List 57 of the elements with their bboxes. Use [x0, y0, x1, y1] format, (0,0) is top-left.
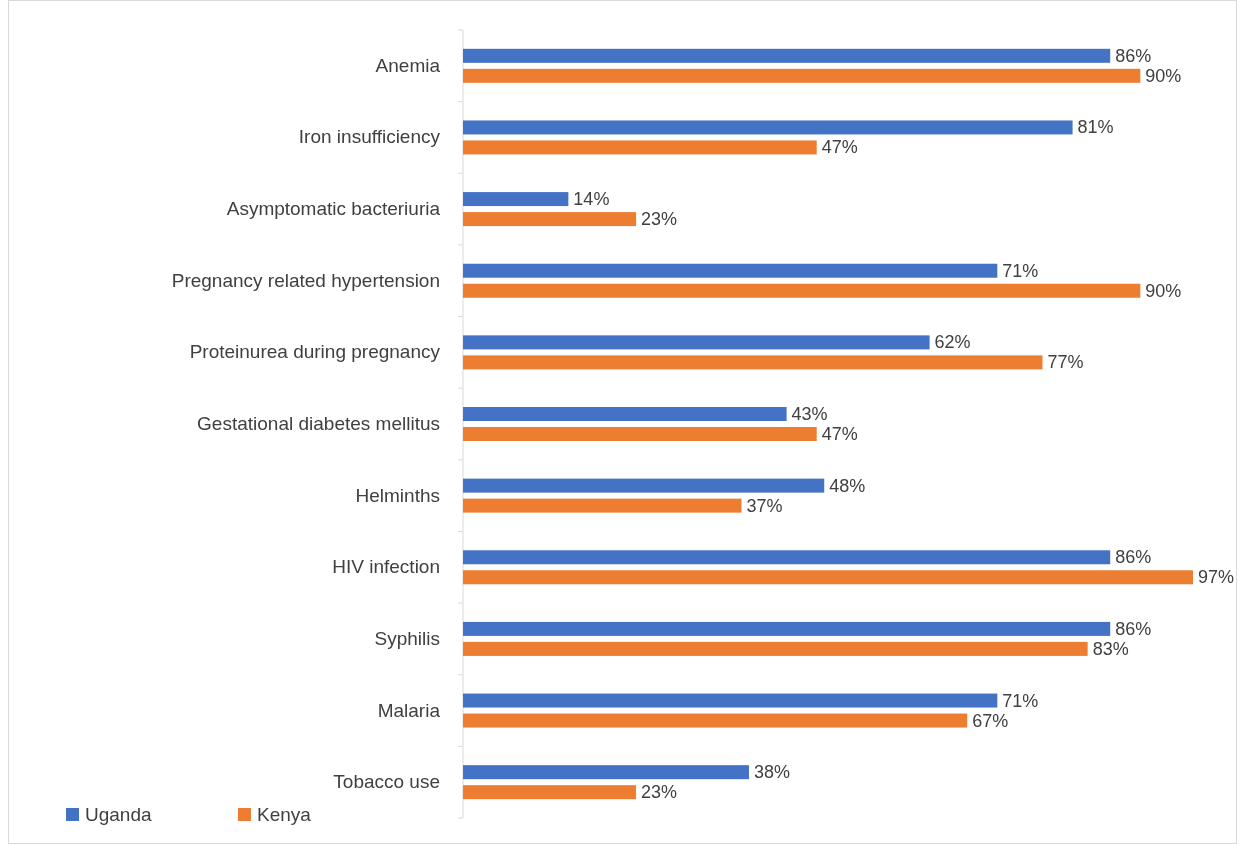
data-label: 81%: [1077, 117, 1114, 138]
legend-label: Kenya: [257, 804, 312, 825]
data-label: 23%: [641, 782, 678, 803]
y-tick-label: HIV infection: [332, 556, 440, 578]
bar: [463, 212, 637, 227]
data-label: 71%: [1002, 260, 1039, 281]
data-label: 47%: [821, 424, 858, 444]
y-tick-label: Gestational diabetes mellitus: [197, 413, 440, 434]
bar: [463, 335, 930, 350]
data-label: 62%: [934, 332, 971, 353]
bar: [463, 68, 1141, 83]
bar: [463, 570, 1193, 585]
data-label: 86%: [1115, 547, 1152, 568]
bar: [463, 621, 1111, 636]
bar: [463, 263, 998, 278]
bar: [463, 641, 1088, 656]
bar: [463, 765, 749, 780]
bar: [463, 693, 998, 708]
data-label: 90%: [1145, 280, 1182, 301]
y-tick-label: Pregnancy related hypertension: [171, 269, 440, 291]
bar: [463, 498, 742, 513]
data-label: 47%: [821, 137, 858, 158]
y-tick-label: Syphilis: [374, 627, 440, 649]
bar: [463, 407, 787, 421]
data-label: 37%: [746, 495, 783, 516]
y-tick-label: Helminths: [355, 484, 440, 506]
bar: [463, 120, 1073, 135]
data-label: 86%: [1115, 618, 1152, 639]
data-label: 23%: [641, 209, 678, 230]
data-label: 38%: [753, 762, 791, 783]
y-tick-label: Iron insufficiency: [298, 126, 441, 148]
data-label: 43%: [791, 404, 828, 424]
bar: [463, 48, 1111, 63]
y-tick-label: Proteinurea during pregnancy: [189, 341, 441, 363]
bar: [463, 192, 569, 207]
data-label: 48%: [829, 475, 866, 496]
data-label: 77%: [1047, 352, 1084, 373]
y-tick-label: Malaria: [377, 699, 441, 721]
y-tick-label: Anemia: [375, 54, 441, 76]
bar: [463, 283, 1141, 298]
bar: [463, 478, 825, 493]
data-label: 67%: [972, 710, 1009, 731]
bar: [463, 140, 817, 155]
bar: [463, 785, 637, 800]
bar: [463, 355, 1043, 370]
data-label: 86%: [1115, 45, 1152, 66]
data-label: 83%: [1092, 638, 1129, 659]
data-label: 71%: [1002, 690, 1039, 711]
legend-label: Uganda: [85, 804, 152, 825]
data-label: 90%: [1145, 65, 1182, 86]
bar: [463, 550, 1111, 565]
data-label: 14%: [573, 189, 610, 210]
y-tick-label: Asymptomatic bacteriuria: [226, 198, 441, 220]
bar: [463, 427, 817, 441]
data-label: 97%: [1198, 567, 1235, 588]
y-tick-label: Tobacco use: [333, 771, 440, 793]
bar: [463, 713, 968, 728]
